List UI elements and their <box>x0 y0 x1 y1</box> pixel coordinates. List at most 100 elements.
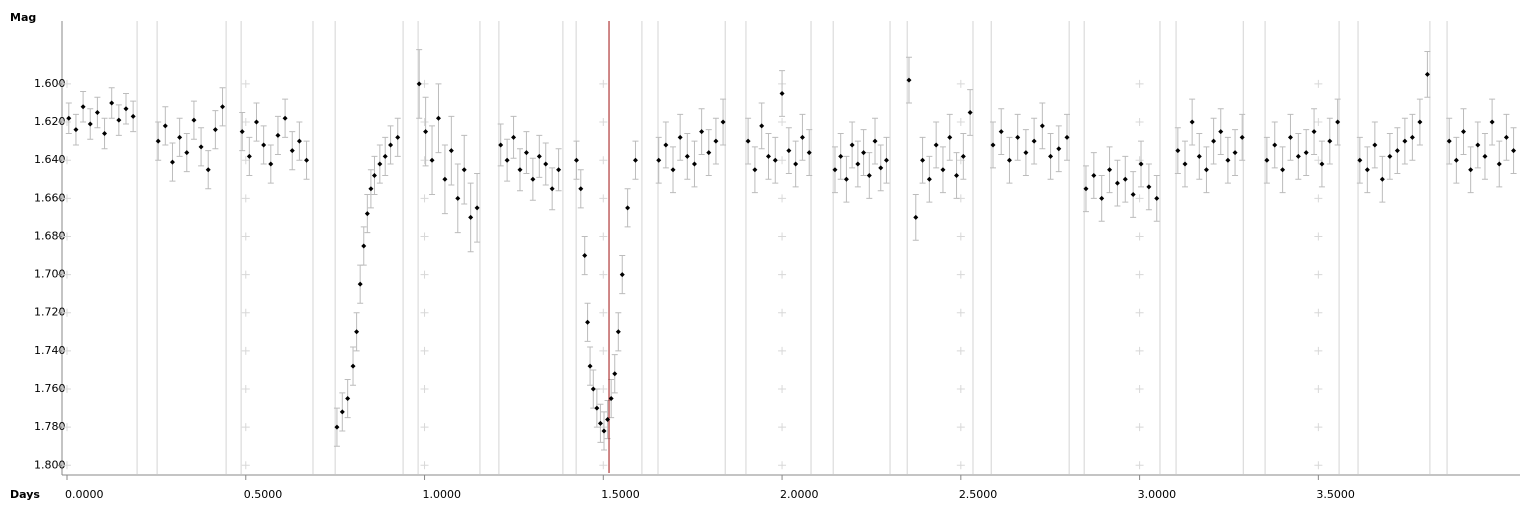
data-point <box>1319 161 1325 167</box>
data-point <box>474 205 480 211</box>
data-point <box>246 153 252 159</box>
data-point <box>556 167 562 173</box>
grid-cross <box>599 385 608 394</box>
grid-cross <box>1314 232 1323 241</box>
data-point <box>1146 184 1152 190</box>
grid-cross <box>241 79 250 88</box>
data-point <box>177 134 183 140</box>
data-point <box>448 148 454 154</box>
grid-cross <box>1135 79 1144 88</box>
x-tick-label: 3.5000 <box>1316 488 1355 501</box>
data-point <box>549 186 555 192</box>
data-point <box>345 396 351 402</box>
data-point <box>429 157 435 163</box>
data-point <box>1264 157 1270 163</box>
grid-cross <box>1135 385 1144 394</box>
grid-cross <box>420 461 429 470</box>
data-point <box>304 157 310 163</box>
data-point <box>878 165 884 171</box>
grid-cross <box>1135 423 1144 432</box>
data-point <box>1468 167 1474 173</box>
data-point <box>87 121 93 127</box>
y-axis-label: Mag <box>10 11 36 24</box>
grid-cross <box>599 118 608 127</box>
data-point <box>1107 167 1113 173</box>
data-point <box>416 81 422 87</box>
data-point <box>1114 180 1120 186</box>
data-point <box>677 134 683 140</box>
data-point <box>933 142 939 148</box>
grid-cross <box>63 270 72 279</box>
data-point <box>990 142 996 148</box>
data-point <box>1489 119 1495 125</box>
x-tick-label: 2.0000 <box>780 488 819 501</box>
data-point <box>625 205 631 211</box>
x-axis-label: Days <box>10 488 40 501</box>
grid-cross <box>1314 156 1323 165</box>
data-point <box>1232 150 1238 156</box>
data-point <box>455 195 461 201</box>
x-tick-label: 1.5000 <box>601 488 640 501</box>
grid-cross <box>1135 461 1144 470</box>
data-point <box>1175 148 1181 154</box>
data-point <box>906 77 912 83</box>
data-point <box>1138 161 1144 167</box>
grid-cross <box>1135 156 1144 165</box>
data-point <box>786 148 792 154</box>
data-point <box>706 150 712 156</box>
data-point <box>268 161 274 167</box>
data-point <box>699 129 705 135</box>
data-point <box>998 129 1004 135</box>
data-point <box>663 142 669 148</box>
grid-cross <box>241 346 250 355</box>
data-point <box>123 106 129 112</box>
grid-cross <box>63 194 72 203</box>
data-point <box>1189 119 1195 125</box>
data-point <box>590 386 596 392</box>
data-point <box>1364 167 1370 173</box>
grid-cross <box>1314 270 1323 279</box>
data-point <box>1225 157 1231 163</box>
data-point <box>1083 186 1089 192</box>
data-point <box>1409 134 1415 140</box>
data-point <box>1006 157 1012 163</box>
data-point <box>1048 153 1054 159</box>
data-point <box>517 167 523 173</box>
data-point <box>1335 119 1341 125</box>
data-point <box>1154 195 1160 201</box>
data-point <box>1475 142 1481 148</box>
data-point <box>1015 134 1021 140</box>
grid-cross <box>420 308 429 317</box>
grid-cross <box>778 308 787 317</box>
y-tick-label: 1.680 <box>34 229 66 242</box>
grid-cross <box>1135 346 1144 355</box>
data-point <box>354 329 360 335</box>
data-point <box>395 134 401 140</box>
data-point <box>377 161 383 167</box>
data-point <box>530 176 536 182</box>
data-point <box>504 157 510 163</box>
grid-cross <box>1314 461 1323 470</box>
data-point <box>619 272 625 278</box>
grid-cross <box>420 79 429 88</box>
data-point <box>498 142 504 148</box>
x-tick-label: 1.0000 <box>423 488 462 501</box>
grid-cross <box>956 385 965 394</box>
grid-cross <box>63 346 72 355</box>
data-point <box>339 409 345 415</box>
data-point <box>1182 161 1188 167</box>
y-tick-label: 1.760 <box>34 382 66 395</box>
x-tick-label: 0.0000 <box>65 488 104 501</box>
grid-cross <box>778 232 787 241</box>
grid-cross <box>599 346 608 355</box>
data-point <box>1023 150 1029 156</box>
data-point <box>130 113 136 119</box>
data-point <box>632 157 638 163</box>
data-point <box>1311 129 1317 135</box>
grid-cross <box>956 270 965 279</box>
data-point <box>940 167 946 173</box>
data-point <box>461 167 467 173</box>
data-point <box>1091 172 1097 178</box>
data-point <box>582 253 588 259</box>
data-point <box>656 157 662 163</box>
